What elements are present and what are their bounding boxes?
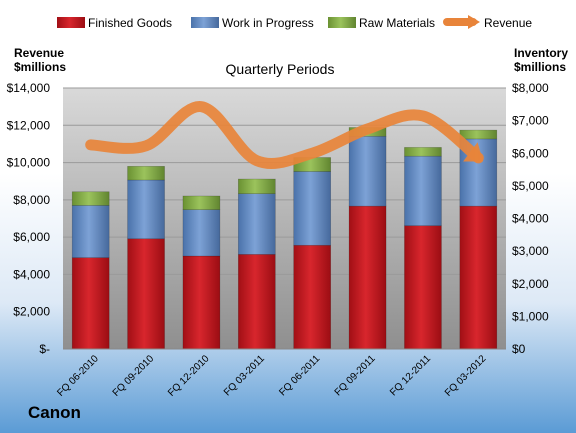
- x-tick-label: FQ 06-2010: [55, 353, 101, 399]
- legend-label-work-in-progress: Work in Progress: [222, 16, 314, 30]
- bar-finished-goods: [71, 257, 110, 350]
- legend-label-raw-materials: Raw Materials: [359, 16, 435, 30]
- bar-raw-materials: [459, 129, 498, 140]
- left-tick-label: $14,000: [7, 81, 51, 95]
- bar-work-in-progress: [71, 205, 110, 258]
- x-tick-label: FQ 03-2012: [443, 353, 489, 399]
- left-axis-label-line-2: $millions: [14, 60, 66, 74]
- x-tick-label: FQ 03-2011: [222, 353, 267, 398]
- x-tick-label: FQ 09-2010: [111, 353, 157, 399]
- legend-label-revenue: Revenue: [484, 16, 532, 30]
- legend-swatch-raw-materials: [328, 17, 356, 28]
- bar-finished-goods: [293, 244, 331, 350]
- bar-work-in-progress: [182, 209, 221, 257]
- revenue-arrowhead: [463, 142, 484, 162]
- left-tick-label: $4,000: [13, 267, 50, 281]
- legend-swatch-finished-goods: [57, 17, 85, 28]
- left-tick-label: $6,000: [13, 230, 50, 244]
- bar-finished-goods: [182, 255, 221, 350]
- legend-label-finished-goods: Finished Goods: [88, 16, 172, 30]
- x-tick-label: FQ 06-2011: [277, 353, 322, 398]
- right-axis-ticks: $0 $1,000 $2,000 $3,000 $4,000 $5,000 $6,000 $7…: [512, 81, 549, 356]
- right-tick-label: $4,000: [512, 212, 549, 226]
- revenue-line-path: [85, 101, 484, 170]
- left-axis-label-line-1: Revenue: [14, 46, 64, 60]
- right-tick-label: $2,000: [512, 277, 549, 291]
- x-axis-ticks: FQ 06-2010 FQ 09-2010 FQ 12-2010 FQ 03-2011…: [55, 353, 488, 399]
- legend-revenue-arrowhead: [468, 15, 480, 29]
- chart-title: Quarterly Periods: [226, 61, 335, 77]
- bar-work-in-progress: [293, 171, 331, 246]
- left-tick-label: $-: [39, 342, 50, 356]
- revenue-line: [85, 101, 484, 170]
- bar-finished-goods: [238, 254, 276, 350]
- bar-finished-goods: [348, 205, 387, 350]
- bar-raw-materials: [238, 178, 276, 195]
- bar-work-in-progress: [348, 135, 387, 207]
- right-axis-label-line-1: Inventory: [514, 46, 568, 60]
- bars: [71, 127, 498, 350]
- left-axis-ticks: $- $2,000 $4,000 $6,000 $8,000 $10,000 $12,000…: [7, 81, 51, 356]
- bar-raw-materials: [182, 195, 221, 210]
- bar-finished-goods: [459, 205, 498, 350]
- bar-work-in-progress: [404, 155, 442, 226]
- right-tick-label: $0: [512, 342, 526, 356]
- right-tick-label: $6,000: [512, 146, 549, 160]
- x-tick-label: FQ 12-2010: [166, 353, 212, 399]
- left-tick-label: $12,000: [7, 118, 51, 132]
- legend: Finished Goods Work in Progress Raw Mate…: [57, 15, 532, 30]
- x-tick-label: FQ 09-2011: [333, 353, 378, 398]
- right-tick-label: $3,000: [512, 244, 549, 258]
- x-tick-label: FQ 12-2011: [388, 353, 433, 398]
- left-tick-label: $8,000: [13, 193, 50, 207]
- right-tick-label: $8,000: [512, 81, 549, 95]
- right-axis-label-line-2: $millions: [514, 60, 566, 74]
- right-tick-label: $1,000: [512, 309, 549, 323]
- left-tick-label: $2,000: [13, 305, 50, 319]
- right-tick-label: $5,000: [512, 179, 549, 193]
- bar-work-in-progress: [238, 193, 276, 255]
- bar-raw-materials: [127, 166, 165, 181]
- company-name: Canon: [28, 403, 81, 422]
- bar-raw-materials: [404, 147, 442, 157]
- legend-swatch-work-in-progress: [191, 17, 219, 28]
- left-tick-label: $10,000: [7, 156, 51, 170]
- bar-finished-goods: [404, 225, 442, 350]
- bar-work-in-progress: [127, 179, 165, 240]
- bar-finished-goods: [127, 238, 165, 350]
- bar-raw-materials: [71, 191, 110, 206]
- right-tick-label: $7,000: [512, 114, 549, 128]
